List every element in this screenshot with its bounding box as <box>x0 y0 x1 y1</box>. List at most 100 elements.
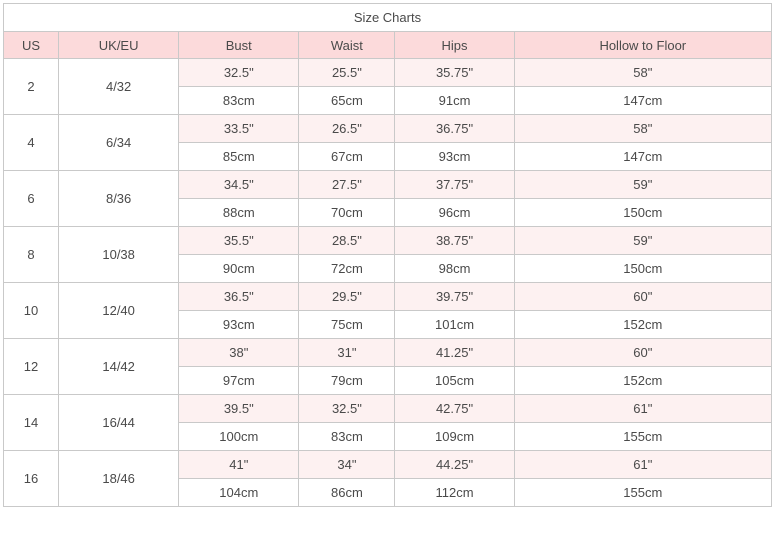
hips-inches-cell: 35.75" <box>394 58 515 87</box>
hollow-to-floor-cm-cell: 150cm <box>513 198 773 227</box>
bust-cm-cell: 104cm <box>178 478 300 507</box>
bust-inches-cell: 38" <box>178 338 300 367</box>
us-size-cell: 6 <box>2 170 60 227</box>
hollow-to-floor-inches-cell: 58" <box>513 58 773 87</box>
hips-inches-cell: 36.75" <box>394 114 515 143</box>
bust-cm-cell: 83cm <box>178 86 300 115</box>
waist-cm-cell: 79cm <box>298 366 396 395</box>
size-row-4-cm: 85cm 67cm 93cm 147cm <box>4 142 773 171</box>
column-header-uk-eu: UK/EU <box>58 31 180 59</box>
waist-inches-cell: 26.5" <box>298 114 396 143</box>
hips-cm-cell: 101cm <box>394 310 515 339</box>
hips-inches-cell: 41.25" <box>394 338 515 367</box>
bust-cm-cell: 90cm <box>178 254 300 283</box>
bust-inches-cell: 39.5" <box>178 394 300 423</box>
us-size-cell: 12 <box>2 338 60 395</box>
column-header-hips: Hips <box>394 31 515 59</box>
waist-cm-cell: 83cm <box>298 422 396 451</box>
size-row-14-inches: 14 16/44 39.5" 32.5" 42.75" 61" <box>2 394 773 451</box>
bust-cm-cell: 97cm <box>178 366 300 395</box>
waist-inches-cell: 31" <box>298 338 396 367</box>
column-header-bust: Bust <box>178 31 300 59</box>
hips-cm-cell: 91cm <box>394 86 515 115</box>
column-header-waist: Waist <box>298 31 396 59</box>
waist-inches-cell: 27.5" <box>298 170 396 199</box>
hollow-to-floor-cm-cell: 147cm <box>513 142 773 171</box>
bust-cm-cell: 93cm <box>178 310 300 339</box>
uk-eu-size-cell: 18/46 <box>58 450 180 507</box>
uk-eu-size-cell: 12/40 <box>58 282 180 339</box>
waist-inches-cell: 28.5" <box>298 226 396 255</box>
size-row-2-cm: 83cm 65cm 91cm 147cm <box>4 86 773 115</box>
us-size-cell: 14 <box>2 394 60 451</box>
waist-cm-cell: 86cm <box>298 478 396 507</box>
waist-inches-cell: 32.5" <box>298 394 396 423</box>
size-row-4-inches: 4 6/34 33.5" 26.5" 36.75" 58" <box>2 114 773 171</box>
hips-inches-cell: 38.75" <box>394 226 515 255</box>
waist-cm-cell: 72cm <box>298 254 396 283</box>
hollow-to-floor-cm-cell: 155cm <box>513 478 773 507</box>
size-row-8-cm: 90cm 72cm 98cm 150cm <box>4 254 773 283</box>
uk-eu-size-cell: 8/36 <box>58 170 180 227</box>
waist-cm-cell: 65cm <box>298 86 396 115</box>
size-row-6-cm: 88cm 70cm 96cm 150cm <box>4 198 773 227</box>
bust-cm-cell: 100cm <box>178 422 300 451</box>
bust-cm-cell: 88cm <box>178 198 300 227</box>
uk-eu-size-cell: 14/42 <box>58 338 180 395</box>
bust-cm-cell: 85cm <box>178 142 300 171</box>
hips-cm-cell: 109cm <box>394 422 515 451</box>
uk-eu-size-cell: 10/38 <box>58 226 180 283</box>
waist-cm-cell: 67cm <box>298 142 396 171</box>
hollow-to-floor-cm-cell: 147cm <box>513 86 773 115</box>
us-size-cell: 10 <box>2 282 60 339</box>
waist-inches-cell: 25.5" <box>298 58 396 87</box>
hollow-to-floor-cm-cell: 155cm <box>513 422 773 451</box>
bust-inches-cell: 32.5" <box>178 58 300 87</box>
title-row: Size Charts <box>3 3 772 32</box>
size-row-16-inches: 16 18/46 41" 34" 44.25" 61" <box>2 450 773 507</box>
waist-inches-cell: 34" <box>298 450 396 479</box>
hollow-to-floor-cm-cell: 152cm <box>513 366 773 395</box>
size-row-12-cm: 97cm 79cm 105cm 152cm <box>4 366 773 395</box>
hollow-to-floor-cm-cell: 150cm <box>513 254 773 283</box>
hips-cm-cell: 105cm <box>394 366 515 395</box>
hips-inches-cell: 37.75" <box>394 170 515 199</box>
hollow-to-floor-inches-cell: 59" <box>513 170 773 199</box>
size-row-6-inches: 6 8/36 34.5" 27.5" 37.75" 59" <box>2 170 773 227</box>
hips-inches-cell: 39.75" <box>394 282 515 311</box>
us-size-cell: 4 <box>2 114 60 171</box>
waist-cm-cell: 70cm <box>298 198 396 227</box>
hollow-to-floor-cm-cell: 152cm <box>513 310 773 339</box>
size-row-2-inches: 2 4/32 32.5" 25.5" 35.75" 58" <box>2 58 773 115</box>
us-size-cell: 16 <box>2 450 60 507</box>
hips-cm-cell: 112cm <box>394 478 515 507</box>
hollow-to-floor-inches-cell: 60" <box>513 282 773 311</box>
hips-cm-cell: 98cm <box>394 254 515 283</box>
size-row-16-cm: 104cm 86cm 112cm 155cm <box>4 478 773 507</box>
waist-inches-cell: 29.5" <box>298 282 396 311</box>
column-header-hollow-to-floor: Hollow to Floor <box>513 31 773 59</box>
uk-eu-size-cell: 16/44 <box>58 394 180 451</box>
hollow-to-floor-inches-cell: 58" <box>513 114 773 143</box>
bust-inches-cell: 35.5" <box>178 226 300 255</box>
bust-inches-cell: 36.5" <box>178 282 300 311</box>
hollow-to-floor-inches-cell: 59" <box>513 226 773 255</box>
waist-cm-cell: 75cm <box>298 310 396 339</box>
hips-inches-cell: 44.25" <box>394 450 515 479</box>
size-chart-table: Size Charts US UK/EU Bust Waist Hips Hollow t… <box>2 3 773 507</box>
size-row-10-inches: 10 12/40 36.5" 29.5" 39.75" 60" <box>2 282 773 339</box>
hips-cm-cell: 93cm <box>394 142 515 171</box>
header-row: US UK/EU Bust Waist Hips Hollow to Floor <box>2 31 773 59</box>
hips-inches-cell: 42.75" <box>394 394 515 423</box>
bust-inches-cell: 41" <box>178 450 300 479</box>
us-size-cell: 2 <box>2 58 60 115</box>
us-size-cell: 8 <box>2 226 60 283</box>
page-title: Size Charts <box>3 3 772 32</box>
column-header-us: US <box>2 31 60 59</box>
hips-cm-cell: 96cm <box>394 198 515 227</box>
size-row-12-inches: 12 14/42 38" 31" 41.25" 60" <box>2 338 773 395</box>
hollow-to-floor-inches-cell: 61" <box>513 394 773 423</box>
bust-inches-cell: 33.5" <box>178 114 300 143</box>
hollow-to-floor-inches-cell: 60" <box>513 338 773 367</box>
bust-inches-cell: 34.5" <box>178 170 300 199</box>
